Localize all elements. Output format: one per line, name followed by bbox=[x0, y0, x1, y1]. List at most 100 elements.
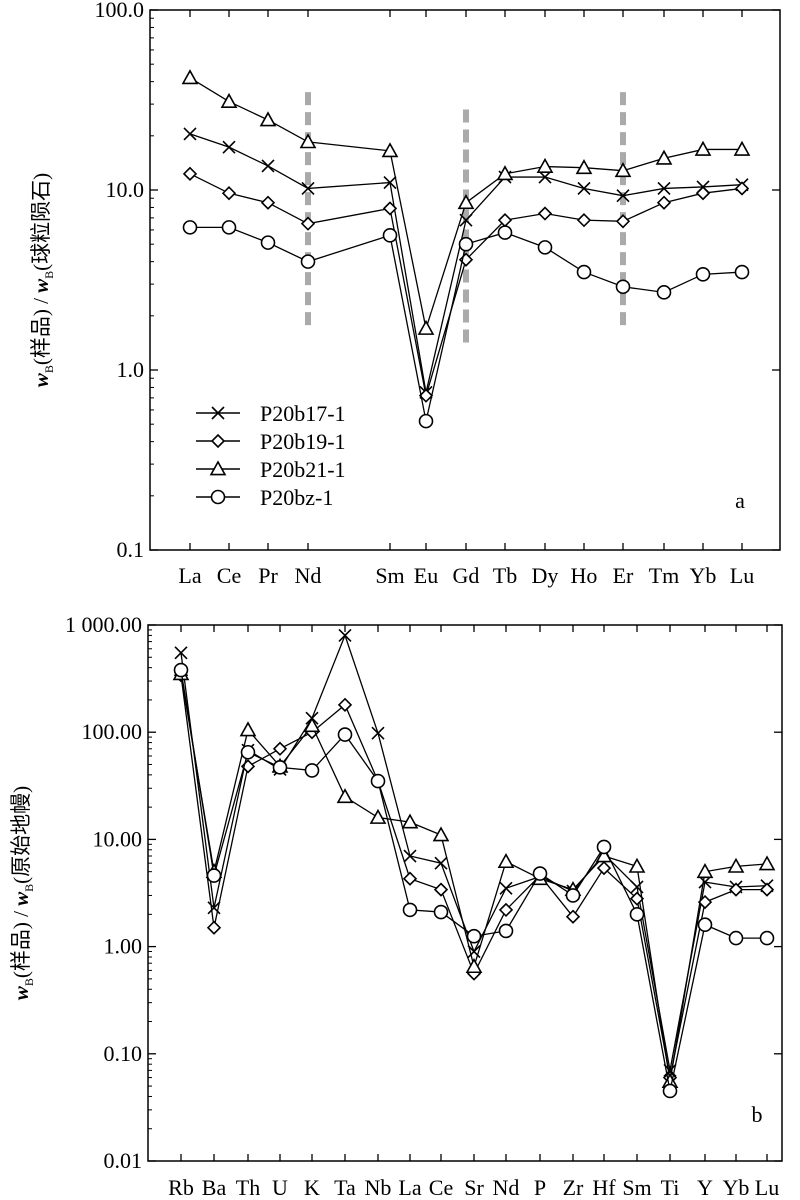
data-point-p20b21-1-ho bbox=[575, 159, 593, 175]
data-point-p20b19-1-lu bbox=[734, 181, 750, 196]
x-category-label-er: Er bbox=[613, 563, 634, 588]
series-p20bz-1 bbox=[182, 220, 750, 429]
legend-marker-p20bz-1 bbox=[210, 489, 226, 505]
data-point-p20b21-1-tb bbox=[496, 165, 514, 181]
data-point-p20bz-1-sm bbox=[382, 228, 398, 243]
legend-label-p20b17-1: P20b17-1 bbox=[260, 401, 346, 426]
x-category-label-sm: Sm bbox=[622, 1175, 651, 1200]
series-line-p20b17-1 bbox=[180, 633, 768, 1071]
x-category-label-ho: Ho bbox=[571, 563, 598, 588]
data-point-p20bz-1-nb bbox=[370, 773, 386, 789]
legend: P20b17-1 P20b19-1 P20b21-1 P20bz-1 bbox=[196, 401, 346, 510]
legend-marker-p20b17-1 bbox=[211, 406, 225, 420]
data-point-p20bz-1-yb bbox=[695, 267, 711, 282]
y-tick-label: 1 000.00 bbox=[65, 612, 142, 637]
data-point-p20b19-1-ce bbox=[433, 882, 449, 897]
data-point-p20b17-1-nd bbox=[301, 181, 315, 196]
x-category-label-yb: Yb bbox=[690, 563, 717, 588]
data-point-p20b21-1-ce bbox=[220, 92, 238, 108]
data-point-p20b21-1-gd bbox=[457, 194, 475, 210]
legend-label-p20b19-1: P20b19-1 bbox=[260, 429, 346, 454]
data-point-p20b21-1-pr bbox=[259, 111, 277, 127]
data-point-p20bz-1-u bbox=[272, 760, 288, 775]
data-point-p20b19-1-tm bbox=[656, 195, 672, 210]
panel-label: a bbox=[735, 488, 745, 513]
y-tick-label: 10.00 bbox=[93, 826, 143, 851]
y-axis-title: wB(样品) / wB(球粒陨石) bbox=[29, 173, 56, 387]
y-axis-title: wB(样品) / wB(原始地幔) bbox=[9, 786, 36, 1000]
legend-label-p20b21-1: P20b21-1 bbox=[260, 457, 346, 482]
data-point-p20bz-1-la bbox=[402, 902, 418, 918]
data-point-p20b19-1-nd bbox=[300, 216, 316, 231]
data-point-p20b21-1-sm bbox=[628, 857, 646, 873]
data-point-p20b21-1-er bbox=[614, 162, 632, 178]
x-category-label-sm: Sm bbox=[375, 563, 404, 588]
data-point-p20b19-1-la bbox=[402, 871, 418, 886]
data-point-p20b21-1-tm bbox=[655, 149, 673, 165]
data-point-p20b17-1-er bbox=[616, 189, 630, 203]
data-point-p20b17-1-sm bbox=[383, 175, 397, 190]
data-point-p20bz-1-k bbox=[304, 763, 320, 778]
data-point-p20bz-1-th bbox=[240, 744, 256, 760]
data-point-p20b17-1-rb bbox=[174, 646, 188, 660]
data-point-p20b17-1-nd bbox=[499, 881, 513, 895]
data-point-p20b21-1-dy bbox=[536, 157, 554, 173]
x-category-label-gd: Gd bbox=[453, 563, 480, 588]
data-point-p20bz-1-eu bbox=[418, 413, 434, 429]
x-category-label-th: Th bbox=[236, 1175, 260, 1200]
data-point-p20bz-1-gd bbox=[458, 236, 474, 252]
panel-label: b bbox=[752, 1102, 763, 1127]
chart-panel-a: 0.1 1.0 10.0 100.0 La Ce Pr Nd Sm Eu Gd Tb Dy Ho Er Tm Y… bbox=[29, 0, 781, 588]
data-point-p20b21-1-k bbox=[303, 717, 321, 733]
x-category-label-nd: Nd bbox=[295, 563, 322, 588]
data-point-p20b19-1-zr bbox=[565, 909, 581, 924]
data-point-p20b17-1-nb bbox=[371, 726, 385, 740]
x-category-label-ta: Ta bbox=[334, 1175, 356, 1200]
data-point-p20b21-1-yb bbox=[727, 857, 745, 873]
data-point-p20bz-1-tm bbox=[656, 285, 672, 300]
data-point-p20b21-1-la bbox=[181, 69, 199, 85]
data-point-p20b19-1-la bbox=[182, 166, 198, 181]
data-point-p20b21-1-lu bbox=[758, 855, 776, 871]
x-category-label-nb: Nb bbox=[365, 1175, 392, 1200]
data-point-p20b19-1-ba bbox=[206, 920, 222, 935]
legend-marker-p20b19-1 bbox=[210, 433, 226, 449]
data-point-p20b21-1-th bbox=[239, 721, 257, 737]
x-category-label-pr: Pr bbox=[258, 563, 278, 588]
x-category-label-sr: Sr bbox=[464, 1175, 484, 1200]
data-point-p20bz-1-ba bbox=[206, 868, 222, 883]
y-tick-label: 10.0 bbox=[106, 177, 145, 202]
data-point-p20b19-1-u bbox=[272, 741, 288, 756]
y-tick-label: 0.01 bbox=[104, 1148, 143, 1173]
x-category-label-eu: Eu bbox=[414, 563, 438, 588]
data-point-p20bz-1-sm bbox=[629, 907, 645, 922]
x-category-label-rb: Rb bbox=[168, 1175, 194, 1200]
x-category-label-ce: Ce bbox=[429, 1175, 453, 1200]
x-category-label-la: La bbox=[398, 1175, 421, 1200]
data-point-p20b21-1-ce bbox=[432, 826, 450, 842]
data-point-p20b19-1-lu bbox=[759, 882, 775, 897]
series-p20b19-1 bbox=[182, 166, 750, 403]
data-point-p20bz-1-ti bbox=[662, 1083, 678, 1099]
data-point-p20b19-1-eu bbox=[418, 388, 434, 403]
data-point-p20bz-1-zr bbox=[565, 888, 581, 903]
x-category-label-y: Y bbox=[697, 1175, 713, 1200]
x-category-label-nd: Nd bbox=[493, 1175, 520, 1200]
data-point-p20b19-1-dy bbox=[537, 206, 553, 221]
legend-marker-p20b21-1 bbox=[209, 460, 227, 476]
data-point-p20b17-1-dy bbox=[538, 170, 552, 184]
x-category-label-ce: Ce bbox=[217, 563, 241, 588]
data-point-p20b19-1-er bbox=[615, 214, 631, 229]
data-point-p20b17-1-pr bbox=[261, 159, 275, 173]
data-point-p20bz-1-tb bbox=[497, 225, 513, 240]
data-point-p20b21-1-nd bbox=[497, 853, 515, 869]
x-category-label-ba: Ba bbox=[202, 1175, 227, 1200]
data-point-p20bz-1-ce bbox=[433, 904, 449, 920]
x-category-label-u: U bbox=[272, 1175, 288, 1200]
y-tick-label: 0.1 bbox=[117, 537, 145, 562]
data-point-p20bz-1-yb bbox=[728, 930, 744, 946]
data-point-p20bz-1-nd bbox=[498, 923, 514, 939]
data-point-p20b19-1-hf bbox=[596, 860, 612, 876]
data-point-p20bz-1-pr bbox=[260, 235, 276, 250]
series-line-p20b19-1 bbox=[189, 173, 743, 396]
